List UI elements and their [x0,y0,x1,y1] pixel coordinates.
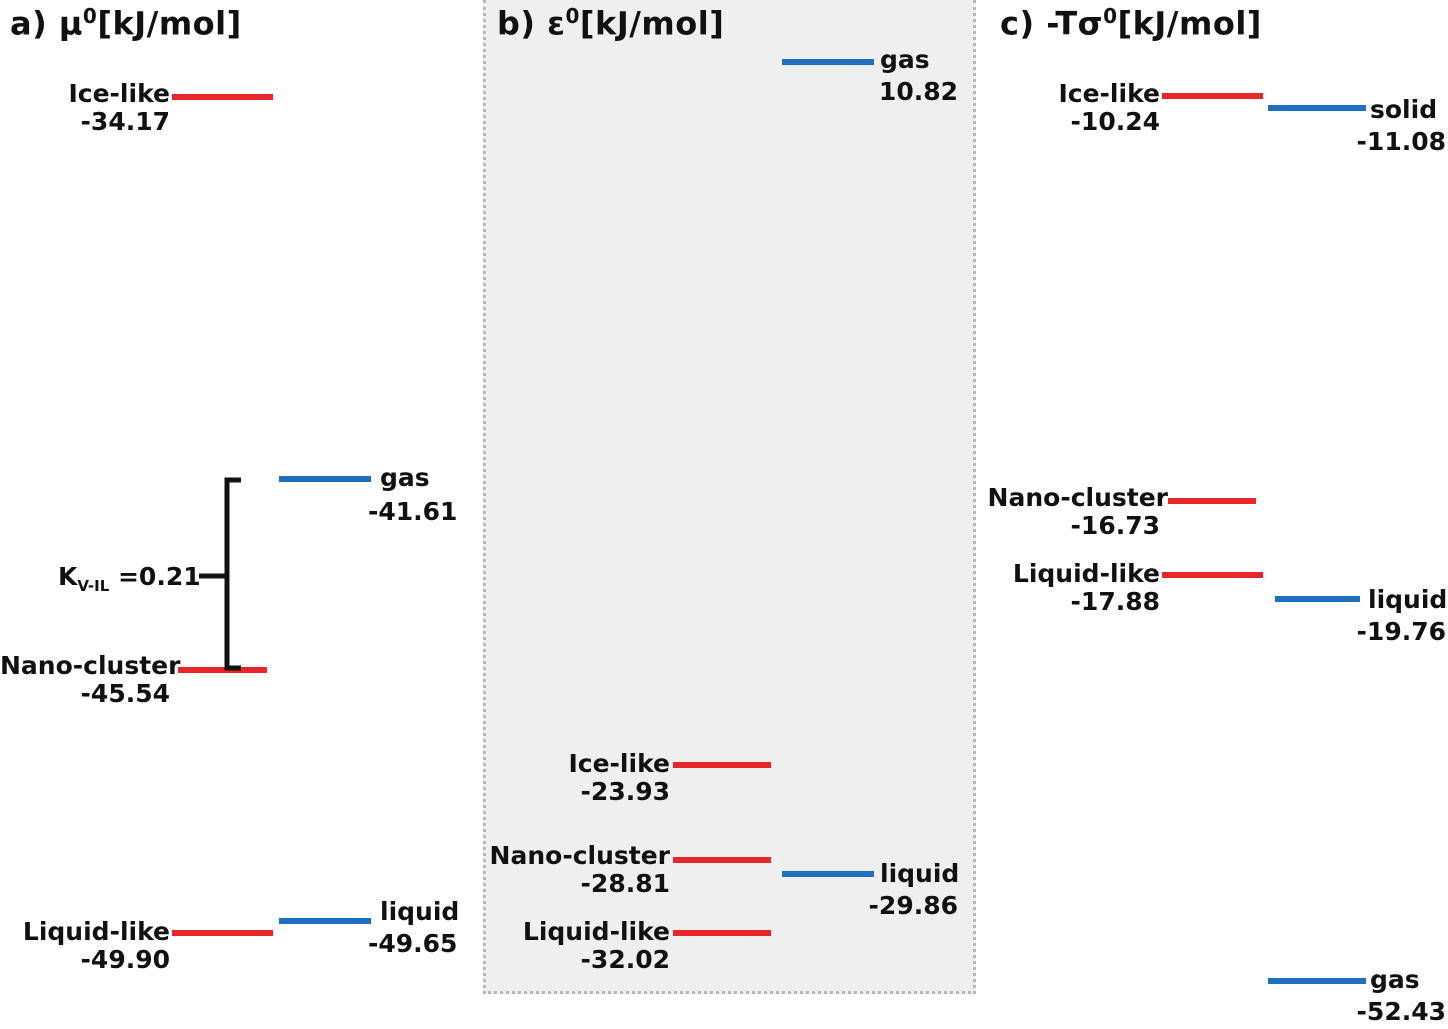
panel-a-liquid-bar [279,918,371,924]
k-value: =0.21 [117,562,201,591]
panel-a-prefix: a) [10,4,48,43]
panel-b-nano-cluster-bar [673,857,771,863]
level-name: solid [1370,95,1438,124]
panel-c-unit: [kJ/mol] [1117,4,1262,43]
level-value: -29.86 [868,891,958,920]
panel-b-title: b) ε0[kJ/mol] [497,4,724,43]
panel-a-ice-like-label: Ice-like -34.17 [0,80,170,136]
panel-a-liquid-like-bar [172,930,273,936]
panel-a-title: a) μ0[kJ/mol] [10,4,242,43]
panel-b-ice-like-bar [673,762,771,768]
panel-c-symbol: -Tσ [1046,4,1104,43]
level-value: -16.73 [1070,511,1160,540]
level-name: liquid [1368,585,1448,614]
k-v-il-label: KV-IL =0.21 [58,562,201,595]
level-value: -32.02 [580,945,670,974]
level-value: -45.54 [80,679,170,708]
panel-a-ice-like-bar [172,94,273,100]
panel-c-gas-label: gas -52.43 [1340,966,1446,1026]
panel-b-prefix: b) [497,4,536,43]
level-name: Liquid-like [22,917,170,946]
panel-a-liquid-like-label: Liquid-like -49.90 [0,918,170,974]
level-name: Nano-cluster [489,841,670,870]
panel-a-sup: 0 [82,4,98,28]
level-name: Nano-cluster [987,483,1168,512]
level-name: Ice-like [68,79,170,108]
panel-b-background [483,0,976,994]
level-value: -23.93 [580,777,670,806]
panel-c-ice-like-label: Ice-like -10.24 [990,80,1160,136]
panel-c-solid-bar [1268,105,1366,111]
level-name: gas [380,463,430,492]
panel-b-nano-cluster-label: Nano-cluster -28.81 [480,842,670,898]
panel-c-solid-label: solid -11.08 [1340,96,1446,156]
panel-a-nano-cluster-label: Nano-cluster -45.54 [0,651,181,708]
level-value: -41.61 [368,497,458,526]
panel-c-liquid-like-label: Liquid-like -17.88 [990,560,1160,616]
level-value: -10.24 [1070,107,1160,136]
panel-b-ice-like-label: Ice-like -23.93 [490,750,670,806]
k-symbol: K [58,562,78,591]
panel-c-sup: 0 [1103,4,1118,28]
panel-b-symbol: ε [547,4,566,43]
panel-b-liquid-like-bar [673,930,771,936]
level-value: -17.88 [1070,587,1160,616]
panel-b-unit: [kJ/mol] [579,4,725,43]
level-value: -28.81 [580,869,670,898]
level-value: 10.82 [878,77,958,106]
panel-a-symbol: μ [58,4,83,43]
panel-b-sup: 0 [565,4,580,28]
level-value: -11.08 [1356,127,1446,156]
level-name: gas [880,45,930,74]
level-value: -19.76 [1356,617,1446,646]
panel-c-nano-cluster-label: Nano-cluster -16.73 [980,484,1168,540]
level-name: gas [1370,965,1420,994]
panel-a-gas-bar [279,476,371,482]
panel-c-title: c) -Tσ0[kJ/mol] [1000,4,1262,43]
level-name: Liquid-like [1012,559,1160,588]
k-bracket-icon [199,477,241,671]
level-value: -49.65 [368,929,458,958]
panel-b-liquid-like-label: Liquid-like -32.02 [490,918,670,974]
panel-b-liquid-label: liquid -29.86 [860,859,960,920]
panel-c-gas-bar [1268,978,1366,984]
panel-a-unit: [kJ/mol] [97,4,242,43]
level-value: -49.90 [80,945,170,974]
panel-a-gas-label: gas -41.61 [368,463,457,526]
level-name: Ice-like [568,749,670,778]
panel-c-liquid-bar [1275,596,1360,602]
panel-b-gas-label: gas 10.82 [860,46,958,106]
level-name: liquid [880,859,960,888]
level-name: Liquid-like [522,917,670,946]
panel-a-liquid-label: liquid -49.65 [368,897,460,958]
panel-b-gas-bar [782,59,874,65]
panel-a-nano-cluster-bar [178,667,267,673]
level-value: -34.17 [80,107,170,136]
k-sub: V-IL [77,577,110,595]
panel-c-liquid-like-bar [1162,572,1263,578]
panel-b-liquid-bar [782,871,874,877]
panel-c-ice-like-bar [1162,93,1263,99]
panel-c-liquid-label: liquid -19.76 [1340,585,1448,646]
panel-c-prefix: c) [1000,4,1035,43]
level-name: Ice-like [1058,79,1160,108]
level-name: Nano-cluster [0,651,181,680]
level-value: -52.43 [1356,997,1446,1026]
level-name: liquid [380,897,460,926]
panel-c-nano-cluster-bar [1168,498,1256,504]
